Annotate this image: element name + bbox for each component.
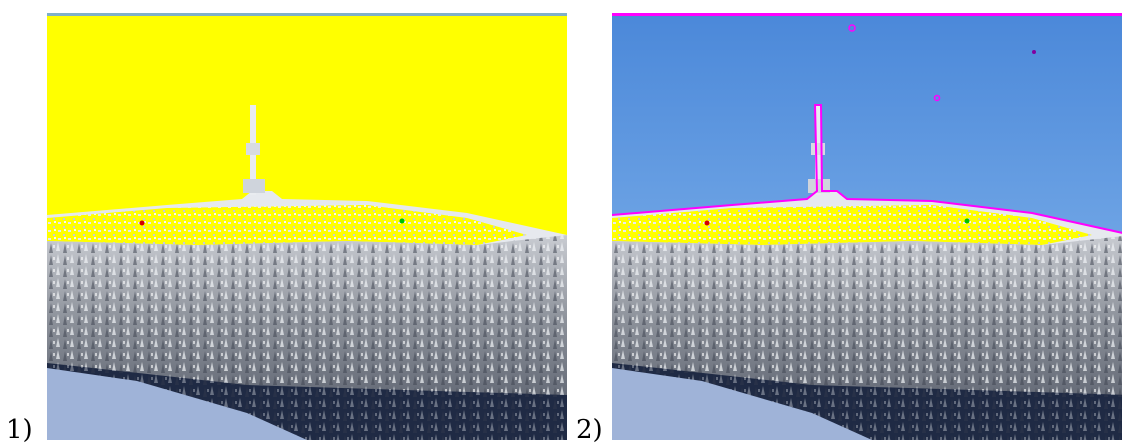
panel-2-image — [612, 13, 1122, 440]
panel-label: 2) — [576, 415, 603, 444]
panel-label: 1) — [6, 415, 33, 444]
panel-1-image — [47, 13, 567, 440]
